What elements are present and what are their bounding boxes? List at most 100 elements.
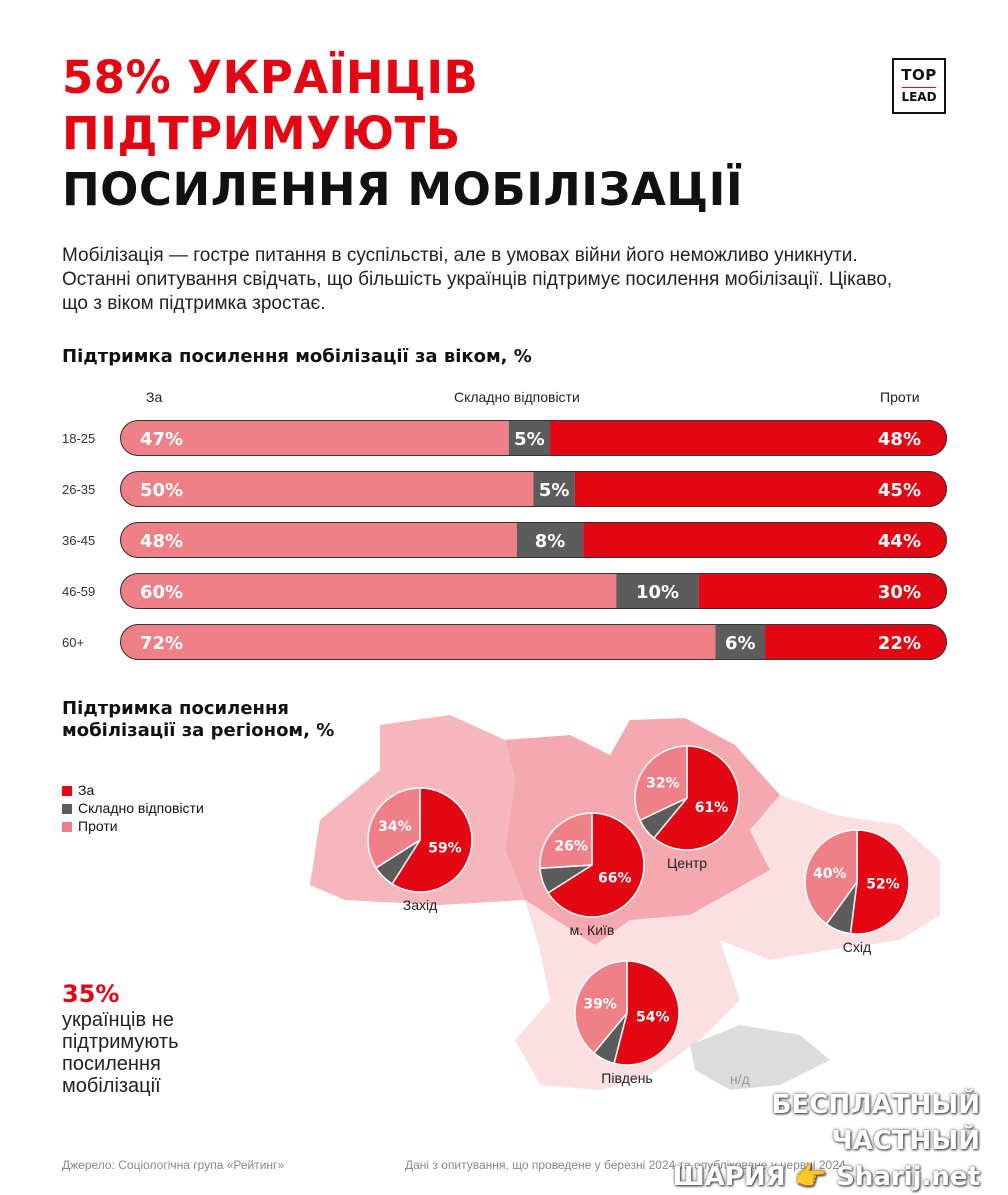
pie-slice-za (547, 812, 645, 918)
bar-segment-neutral (516, 522, 584, 558)
value-label-neutral: 10% (636, 582, 679, 603)
pie-slice-za (652, 745, 740, 851)
top-lead-logo: TOP LEAD (892, 58, 946, 114)
value-label-neutral: 5% (539, 480, 570, 501)
region-name: Схід (843, 939, 871, 955)
bar-segment-za (120, 624, 716, 660)
region-name: Центр (667, 855, 707, 871)
age-label: 36-45 (62, 533, 95, 548)
legend-swatch-za (62, 786, 72, 797)
pie-label-za: 59% (428, 840, 462, 856)
logo-text-top: TOP (901, 66, 937, 84)
age-bar-row (120, 624, 947, 660)
pie-slice-proty (539, 812, 593, 870)
age-chart-title: Підтримка посилення мобілізації за віком… (62, 346, 532, 367)
legend-top-proty: Проти (880, 389, 920, 405)
pie-label-proty: 26% (554, 838, 588, 854)
age-bar-chart: 18-25 47% 5% 48% 26-35 50% 5% 45% 36-45 48% 8% 44% 4… (62, 420, 947, 660)
pie-label-proty: 39% (583, 996, 617, 1012)
value-label-za: 60% (140, 582, 183, 603)
bar-segment-proty (698, 573, 947, 609)
region-name: Захід (403, 897, 438, 913)
bar-segment-za (120, 420, 509, 456)
bar-outline (120, 471, 947, 507)
logo-text-lead: LEAD (901, 90, 937, 104)
pie-slice-za (391, 787, 473, 893)
bar-segment-za (120, 522, 517, 558)
pie-slice-proty (367, 787, 421, 869)
legend-top-neutral: Складно відповісти (454, 389, 580, 405)
value-label-za: 48% (140, 531, 183, 552)
survey-note: Дані з опитування, що проведене у березн… (405, 1158, 849, 1172)
bar-segment-neutral (508, 420, 551, 456)
page-title: 58% УКРАЇНЦІВ ПІДТРИМУЮТЬ ПОСИЛЕННЯ МОБІ… (62, 50, 743, 218)
value-label-proty: 30% (878, 582, 921, 603)
value-label-proty: 44% (878, 531, 921, 552)
bar-segment-neutral (715, 624, 766, 660)
value-label-za: 47% (140, 429, 183, 450)
value-label-proty: 22% (878, 633, 921, 654)
legend-item-neutral: Складно відповісти (62, 799, 204, 817)
age-label: 26-35 (62, 482, 95, 497)
intro-paragraph: Мобілізація — гостре питання в суспільст… (62, 245, 893, 314)
value-label-za: 50% (140, 480, 183, 501)
bar-segment-proty (765, 624, 947, 660)
pie-slice-proty (574, 960, 628, 1055)
bar-outline (120, 573, 947, 609)
bar-segment-za (120, 573, 617, 609)
ukraine-region-map: н/д 59% 34% Захід 66% 26% м. Київ 61% 32% Центр 5… (310, 715, 940, 1090)
pie-label-za: 52% (866, 877, 900, 893)
logo-divider (902, 87, 936, 88)
legend-swatch-proty (62, 822, 72, 833)
region-chart-title: Підтримка посилення мобілізації за регіо… (62, 698, 335, 741)
pie-label-proty: 32% (646, 776, 680, 792)
region-legend: За Складно відповісти Проти (62, 781, 204, 835)
pie-label-za: 61% (695, 800, 729, 816)
pie-slice-proty (804, 829, 858, 926)
bar-segment-za (120, 471, 534, 507)
pie-label-proty: 34% (378, 819, 412, 835)
legend-item-proty: Проти (62, 817, 204, 835)
watermark: БЕСПЛАТНЫЙ ЧАСТНЫЙ ШАРИЯ 👉 Sharij.net (645, 1087, 980, 1195)
title-line-1: 58% УКРАЇНЦІВ (62, 51, 479, 104)
no-data-label: н/д (730, 1071, 750, 1087)
legend-item-za: За (62, 781, 204, 799)
watermark-line-2: ШАРИЯ 👉 Sharij.net (672, 1162, 980, 1192)
legend-swatch-neutral (62, 804, 72, 815)
bar-outline (120, 624, 947, 660)
value-label-proty: 45% (878, 480, 921, 501)
bar-segment-proty (550, 420, 947, 456)
age-label: 60+ (62, 635, 84, 650)
legend-label-neutral: Складно відповісти (78, 800, 204, 816)
age-label: 18-25 (62, 431, 95, 446)
bar-segment-proty (574, 471, 947, 507)
watermark-line-1: БЕСПЛАТНЫЙ ЧАСТНЫЙ (771, 1090, 980, 1156)
region-name: Південь (601, 1070, 652, 1086)
title-line-2: ПІДТРИМУЮТЬ (62, 107, 461, 160)
pie-slice-proty (634, 745, 688, 822)
legend-label-za: За (78, 782, 95, 798)
stat-value: 35% (62, 980, 120, 1008)
title-line-3: ПОСИЛЕННЯ МОБІЛІЗАЦІЇ (62, 163, 744, 216)
age-bar-row (120, 420, 947, 456)
value-label-neutral: 5% (514, 429, 545, 450)
bar-segment-neutral (616, 573, 699, 609)
value-label-neutral: 8% (535, 531, 566, 552)
region-name: м. Київ (570, 922, 615, 938)
age-bar-row (120, 573, 947, 609)
bar-outline (120, 522, 947, 558)
map-region-crimea (690, 1025, 830, 1090)
pie-slice-za (613, 960, 680, 1066)
pie-label-proty: 40% (813, 866, 847, 882)
value-label-neutral: 6% (725, 633, 756, 654)
legend-label-proty: Проти (78, 818, 118, 834)
source-text: Джерело: Соціологічна група «Рейтинг» (62, 1158, 285, 1172)
age-label: 46-59 (62, 584, 95, 599)
pie-label-za: 66% (598, 871, 632, 887)
bar-segment-neutral (533, 471, 575, 507)
bar-outline (120, 420, 947, 456)
legend-top-za: За (146, 389, 163, 405)
stat-text: українців не підтримують посилення мобіл… (62, 1009, 179, 1097)
value-label-za: 72% (140, 633, 183, 654)
age-bar-row (120, 471, 947, 507)
